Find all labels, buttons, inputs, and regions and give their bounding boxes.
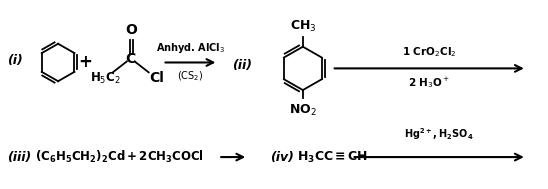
Text: CH$_3$: CH$_3$: [289, 19, 316, 34]
Text: 2 H$_3$O$^+$: 2 H$_3$O$^+$: [408, 75, 450, 90]
Text: (CS$_2$): (CS$_2$): [177, 70, 204, 83]
Text: C: C: [125, 52, 136, 66]
Text: Cl: Cl: [149, 71, 164, 85]
Text: (iv): (iv): [270, 151, 294, 163]
Text: O: O: [125, 23, 136, 37]
Text: (ii): (ii): [232, 59, 252, 72]
Text: (iii): (iii): [7, 151, 32, 163]
Text: 1 CrO$_2$Cl$_2$: 1 CrO$_2$Cl$_2$: [402, 45, 456, 59]
Text: $\mathbf{Hg^{2+},H_2SO_4}$: $\mathbf{Hg^{2+},H_2SO_4}$: [404, 126, 474, 142]
Text: (i): (i): [7, 54, 23, 67]
Text: $\mathbf{(C_6H_5CH_2)_2Cd + 2CH_3COCl}$: $\mathbf{(C_6H_5CH_2)_2Cd + 2CH_3COCl}$: [35, 149, 204, 165]
Text: +: +: [78, 53, 92, 71]
Text: NO$_2$: NO$_2$: [289, 103, 317, 118]
Text: $\mathbf{H_3CC{\equiv}CH}$: $\mathbf{H_3CC{\equiv}CH}$: [297, 149, 368, 165]
Text: Anhyd. AlCl$_3$: Anhyd. AlCl$_3$: [156, 41, 225, 55]
Text: H$_5$C$_2$: H$_5$C$_2$: [89, 71, 120, 86]
